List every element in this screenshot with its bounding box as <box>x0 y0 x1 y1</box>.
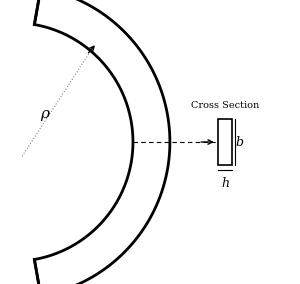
Text: Cross Section: Cross Section <box>191 101 260 110</box>
Text: h: h <box>221 177 229 190</box>
Text: ρ: ρ <box>40 106 50 121</box>
Bar <box>218 119 232 165</box>
Polygon shape <box>34 0 170 284</box>
Text: b: b <box>236 135 244 149</box>
